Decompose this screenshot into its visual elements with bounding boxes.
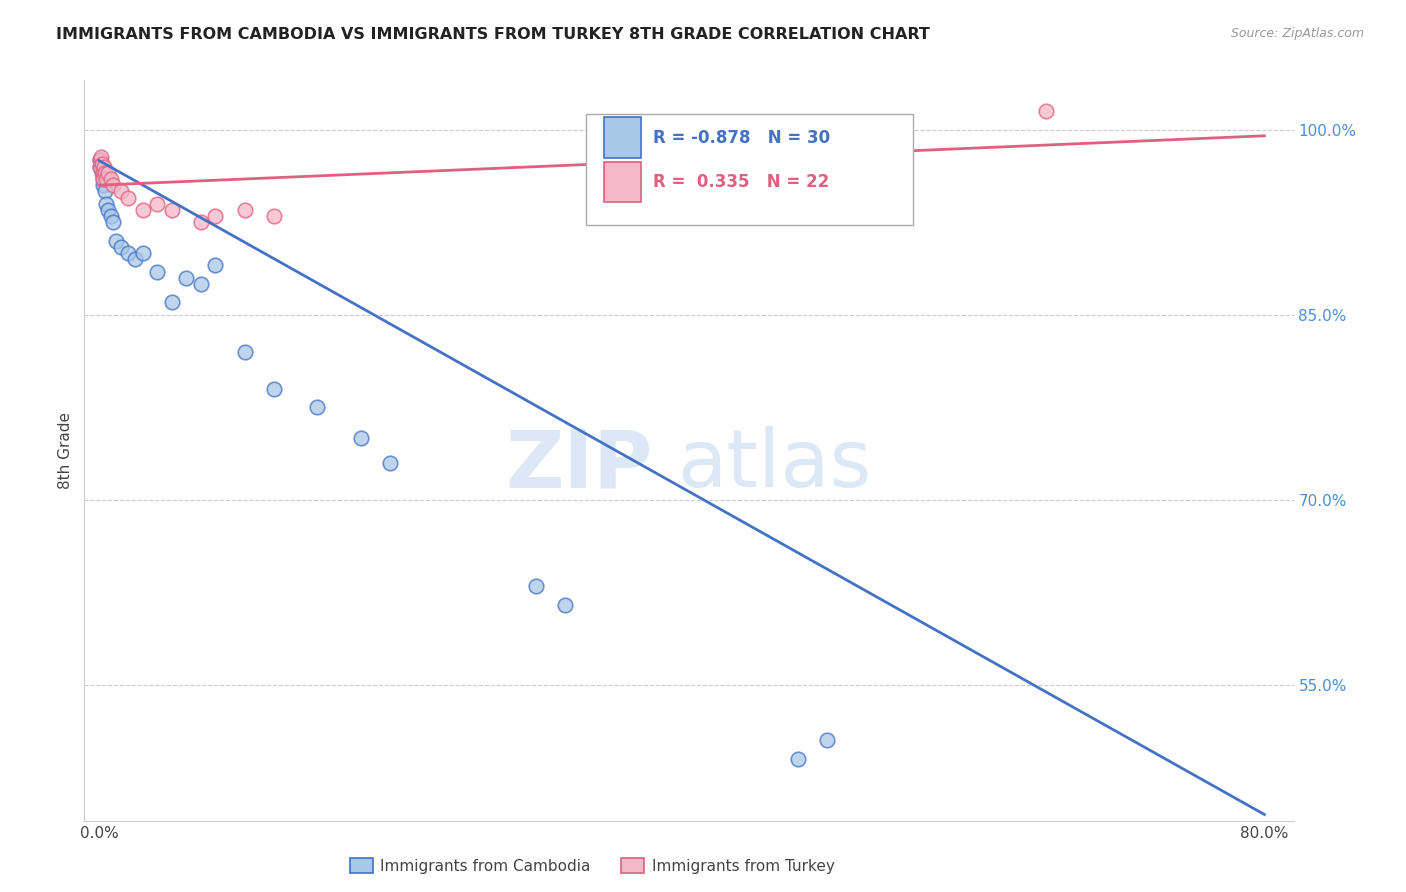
Point [307, 401, 329, 415]
Point [204, 209, 226, 223]
FancyBboxPatch shape [605, 118, 641, 158]
Point [96, 196, 118, 211]
Point [117, 246, 139, 260]
Point [90, 157, 112, 171]
Point [91, 178, 114, 193]
Point [100, 172, 122, 186]
Point [146, 196, 169, 211]
Point [815, 733, 838, 747]
Legend: Immigrants from Cambodia, Immigrants from Turkey: Immigrants from Cambodia, Immigrants fro… [343, 852, 841, 880]
Point [97, 166, 120, 180]
Point [94, 185, 117, 199]
FancyBboxPatch shape [586, 113, 912, 225]
Point [524, 579, 547, 593]
Point [103, 178, 125, 193]
Point [110, 240, 132, 254]
Point [100, 209, 122, 223]
Point [90, 157, 112, 171]
Point [89, 160, 111, 174]
Point [97, 202, 120, 217]
Point [380, 456, 402, 470]
Point [190, 277, 212, 291]
Point [105, 234, 128, 248]
Point [350, 431, 373, 445]
Point [91, 166, 114, 180]
Point [787, 752, 810, 766]
Point [131, 202, 153, 217]
Point [190, 215, 212, 229]
Point [160, 295, 183, 310]
Point [117, 190, 139, 204]
Point [160, 202, 183, 217]
Point [93, 160, 115, 174]
Point [90, 166, 112, 180]
Point [89, 153, 111, 168]
Point [554, 598, 576, 612]
Point [176, 270, 198, 285]
Point [110, 185, 132, 199]
Text: IMMIGRANTS FROM CAMBODIA VS IMMIGRANTS FROM TURKEY 8TH GRADE CORRELATION CHART: IMMIGRANTS FROM CAMBODIA VS IMMIGRANTS F… [56, 27, 931, 42]
Point [90, 150, 112, 164]
Point [233, 344, 256, 359]
Point [233, 202, 256, 217]
Text: atlas: atlas [676, 426, 872, 504]
Point [91, 172, 114, 186]
Point [94, 166, 117, 180]
Point [263, 209, 285, 223]
Point [96, 172, 118, 186]
Point [91, 172, 114, 186]
Point [124, 252, 146, 267]
Point [146, 264, 169, 278]
Text: R = -0.878   N = 30: R = -0.878 N = 30 [652, 129, 830, 147]
Text: R =  0.335   N = 22: R = 0.335 N = 22 [652, 173, 830, 192]
Point [1035, 104, 1057, 119]
Y-axis label: 8th Grade: 8th Grade [58, 412, 73, 489]
Point [263, 382, 285, 396]
Point [131, 246, 153, 260]
Point [103, 215, 125, 229]
Point [89, 153, 111, 168]
Point [89, 160, 111, 174]
Text: ZIP: ZIP [505, 426, 652, 504]
FancyBboxPatch shape [605, 161, 641, 202]
Text: Source: ZipAtlas.com: Source: ZipAtlas.com [1230, 27, 1364, 40]
Point [204, 258, 226, 272]
